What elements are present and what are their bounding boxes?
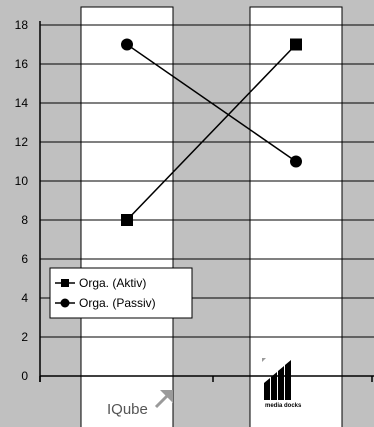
category-column-2: [249, 6, 343, 427]
data-point-square: [121, 214, 133, 226]
category-columns: [80, 6, 343, 427]
legend-label-aktiv: Orga. (Aktiv): [79, 276, 146, 290]
series-line: [126, 43, 297, 221]
y-tick-labels: 0 2 4 6 8 10 12 14 16 18: [15, 18, 29, 383]
iqube-logo: IQube: [107, 390, 173, 418]
y-tick-label: 2: [21, 330, 28, 344]
legend-item-passiv: Orga. (Passiv): [55, 296, 156, 310]
legend-label-passiv: Orga. (Passiv): [79, 296, 156, 310]
y-tick-label: 12: [15, 135, 29, 149]
legend-item-aktiv: Orga. (Aktiv): [55, 276, 146, 290]
y-tick-label: 18: [15, 18, 29, 32]
series-2: [121, 38, 302, 168]
media-docks-logo: media docks: [262, 358, 302, 409]
data-point-circle: [121, 38, 133, 51]
y-tick-label: 8: [21, 213, 28, 227]
legend: Orga. (Aktiv) Orga. (Passiv): [49, 267, 193, 319]
y-tick-label: 16: [15, 57, 29, 71]
data-point-circle: [290, 155, 302, 168]
series-lines: [121, 38, 302, 226]
arrow-up-right-icon: [154, 390, 173, 409]
legend-square-marker: [61, 279, 69, 287]
media-docks-logo-text: media docks: [265, 403, 302, 409]
y-tick-label: 4: [21, 291, 28, 305]
iqube-logo-text: IQube: [107, 401, 148, 418]
y-tick-label: 14: [15, 96, 29, 110]
media-docks-logo-bars: [264, 360, 291, 400]
axes: [39, 21, 374, 382]
y-tick-label: 10: [15, 174, 29, 188]
y-tick-label: 0: [21, 369, 28, 383]
series-line: [126, 43, 297, 163]
y-tick-label: 6: [21, 252, 28, 266]
series-1: [121, 38, 302, 226]
data-point-square: [290, 38, 302, 51]
legend-circle-marker: [60, 298, 70, 308]
